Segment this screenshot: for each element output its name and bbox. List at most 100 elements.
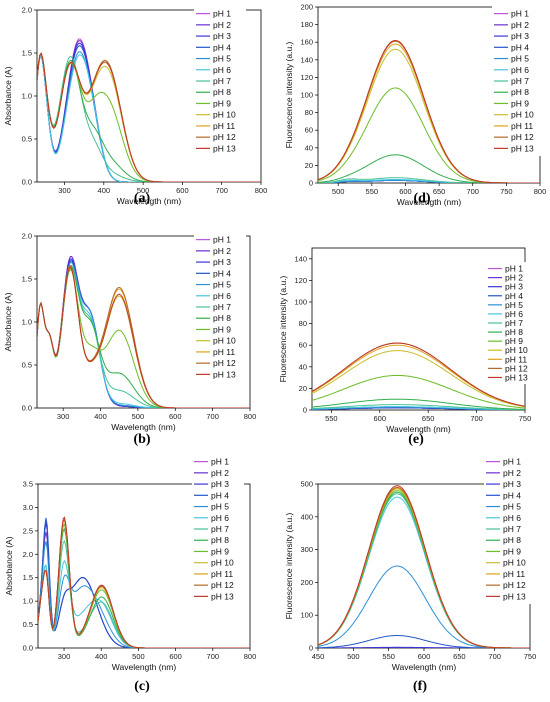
legend-label-ph-9: pH 9 [503, 546, 521, 556]
legend-label-ph-2: pH 2 [213, 20, 231, 30]
x-tick-label: 400 [94, 412, 107, 421]
legend-label-ph-10: pH 10 [503, 558, 526, 568]
legend-label-ph-10: pH 10 [211, 558, 234, 568]
legend-label-ph-2: pH 2 [211, 468, 229, 478]
x-tick-label: 300 [58, 652, 71, 661]
y-tick-label: 2.0 [22, 232, 32, 241]
y-tick-label: 0.5 [23, 620, 33, 629]
legend-label-ph-13: pH 13 [213, 143, 236, 153]
y-tick-label: 0.0 [22, 178, 32, 187]
legend-label-ph-2: pH 2 [503, 468, 521, 478]
y-tick-label: 0 [309, 644, 313, 653]
legend-label-ph-3: pH 3 [503, 479, 521, 489]
y-axis-label: Fluorescence intensity (a.u.) [284, 41, 294, 148]
x-axis-label: Wavelength (nm) [112, 662, 177, 672]
series-line-ph-13 [37, 266, 250, 408]
x-tick-label: 800 [534, 187, 547, 196]
legend-label-ph-3: pH 3 [211, 479, 229, 489]
legend-label-ph-4: pH 4 [211, 490, 229, 500]
chart-panel-3: 550 600 650 700 750 0 20 40 60 80 100 120 140 Wavelen… [278, 247, 538, 447]
chart-panel-2: 300 400 500 600 700 800 0.0 0.5 1.0 1.5 2.0 Wavelen… [3, 232, 256, 448]
series-line-ph-7 [312, 404, 525, 410]
x-tick-label: 500 [132, 652, 145, 661]
legend-label-ph-13: pH 13 [211, 591, 234, 601]
y-tick-label: 300 [300, 545, 313, 554]
x-tick-label: 550 [366, 187, 379, 196]
x-tick-label: 800 [244, 652, 257, 661]
chart-panel-5: 450 500 550 600 650 700 750 0 100 200 300 400 500 Wav… [284, 454, 536, 694]
series-line-ph-2 [37, 40, 261, 182]
legend-label-ph-12: pH 12 [503, 580, 526, 590]
y-axis-label: Fluorescence intensity (a.u.) [284, 512, 294, 619]
legend-label-ph-13: pH 13 [503, 591, 526, 601]
legend-label-ph-9: pH 9 [213, 98, 231, 108]
y-tick-label: 180 [300, 20, 313, 29]
legend: pH 1pH 2pH 3pH 4pH 5pH 6pH 7pH 8pH 9pH 1… [194, 232, 246, 382]
x-tick-label: 600 [169, 412, 182, 421]
x-tick-label: 800 [255, 186, 268, 195]
x-tick-label: 550 [382, 652, 395, 661]
y-tick-label: 100 [300, 611, 313, 620]
x-tick-label: 700 [206, 412, 219, 421]
legend-label-ph-8: pH 8 [213, 87, 231, 97]
y-axis-label: Absorbance (A) [3, 292, 13, 351]
x-tick-label: 700 [488, 652, 501, 661]
x-axis-label: Wavelength (nm) [117, 196, 182, 206]
legend: pH 1pH 2pH 3pH 4pH 5pH 6pH 7pH 8pH 9pH 1… [486, 262, 538, 384]
legend-label-ph-12: pH 12 [211, 580, 234, 590]
legend-label-ph-4: pH 4 [511, 42, 529, 52]
y-tick-label: 200 [300, 3, 313, 12]
legend-label-ph-11: pH 11 [511, 121, 533, 131]
y-tick-label: 60 [305, 126, 313, 135]
x-tick-label: 600 [399, 187, 412, 196]
legend-label-ph-1: pH 1 [211, 457, 229, 467]
y-tick-label: 120 [294, 276, 307, 285]
legend-label-ph-5: pH 5 [511, 54, 529, 64]
y-tick-label: 2.0 [22, 6, 32, 15]
legend-label-ph-8: pH 8 [511, 87, 529, 97]
series-line-ph-7 [318, 177, 540, 183]
panel-label: (b) [133, 432, 150, 447]
legend-label-ph-6: pH 6 [211, 513, 229, 523]
x-tick-label: 700 [466, 187, 479, 196]
y-axis-label: Fluorescence intensity (a.u.) [278, 275, 288, 382]
x-tick-label: 500 [347, 652, 360, 661]
legend: pH 1pH 2pH 3pH 4pH 5pH 6pH 7pH 8pH 9pH 1… [484, 454, 536, 604]
legend-label-ph-3: pH 3 [213, 31, 231, 41]
y-tick-label: 0.5 [22, 361, 32, 370]
x-tick-label: 400 [95, 652, 108, 661]
legend-label-ph-7: pH 7 [511, 76, 529, 86]
series-group [312, 342, 525, 410]
legend-label-ph-1: pH 1 [511, 9, 529, 19]
legend-label-ph-7: pH 7 [213, 76, 231, 86]
legend-label-ph-7: pH 7 [213, 302, 231, 312]
chart-panel-4: 300 400 500 600 700 800 0.0 0.5 1.0 1.5 2.0 2.5 3.0 3… [4, 454, 256, 694]
x-tick-label: 400 [98, 186, 111, 195]
x-tick-label: 600 [418, 652, 431, 661]
x-tick-label: 800 [244, 412, 257, 421]
y-tick-label: 3.0 [23, 503, 33, 512]
series-line-ph-4 [38, 517, 250, 648]
legend-label-ph-5: pH 5 [211, 502, 229, 512]
legend-label-ph-3: pH 3 [505, 282, 523, 292]
series-line-ph-6 [38, 559, 250, 648]
series-line-ph-9 [312, 374, 525, 409]
panel-label: (a) [134, 191, 151, 206]
legend-label-ph-11: pH 11 [211, 569, 233, 579]
x-tick-label: 750 [524, 652, 537, 661]
legend-label-ph-6: pH 6 [213, 291, 231, 301]
chart-panel-1: 500 550 600 650 700 750 800 0 20 40 60 80 100 120 140 1… [284, 3, 546, 208]
legend-label-ph-8: pH 8 [211, 535, 229, 545]
legend-label-ph-11: pH 11 [213, 347, 235, 357]
legend-label-ph-5: pH 5 [503, 502, 521, 512]
y-tick-label: 160 [300, 38, 313, 47]
legend-label-ph-6: pH 6 [213, 65, 231, 75]
x-tick-label: 500 [332, 187, 345, 196]
legend-label-ph-4: pH 4 [503, 490, 521, 500]
legend-label-ph-10: pH 10 [511, 110, 534, 120]
series-line-ph-13 [318, 40, 540, 183]
series-line-ph-5 [38, 541, 250, 648]
legend-label-ph-5: pH 5 [213, 54, 231, 64]
legend-label-ph-7: pH 7 [505, 318, 523, 328]
